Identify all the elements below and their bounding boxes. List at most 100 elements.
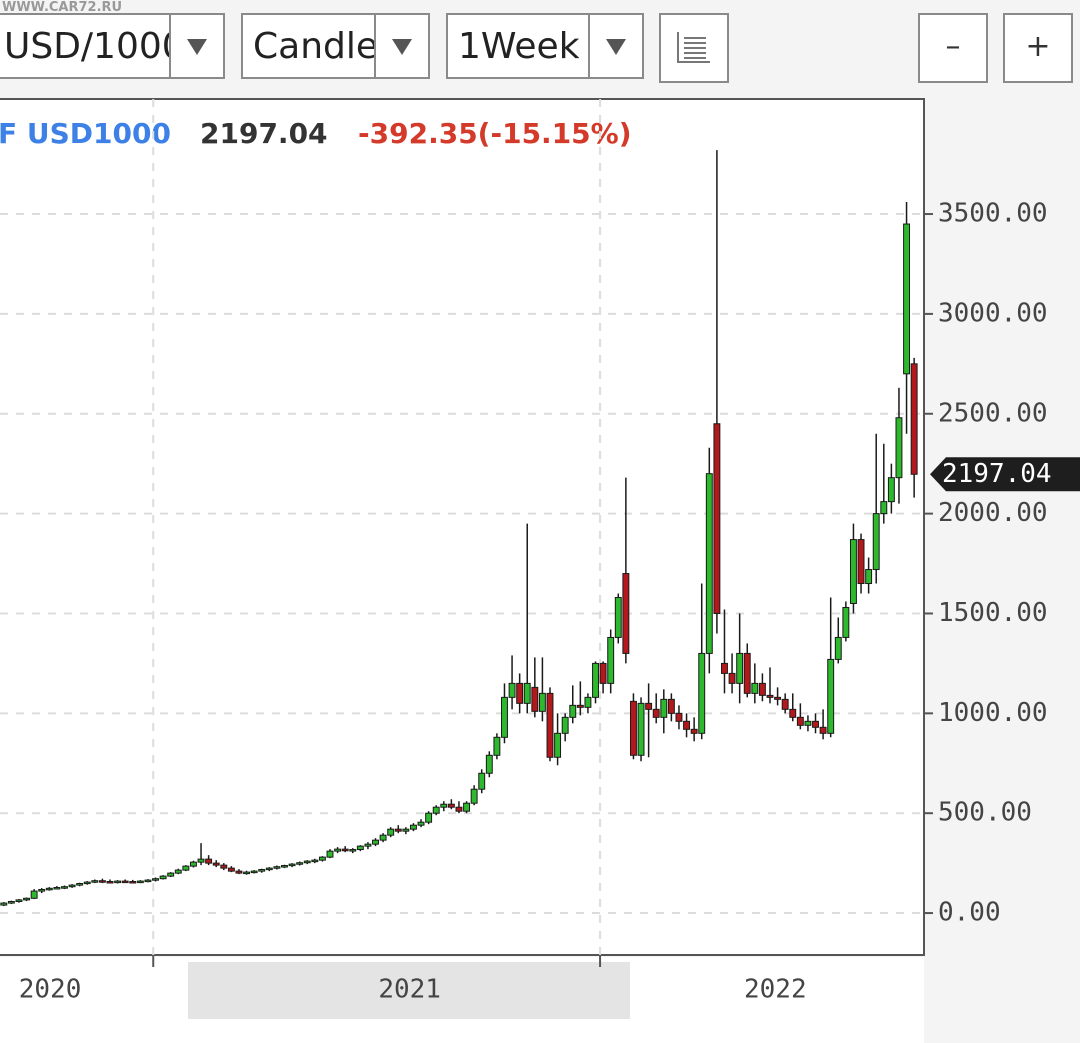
candle-body [288,863,296,867]
candle-body [455,806,463,812]
chart-type-label: Candle [253,26,379,67]
candle-body [212,862,220,866]
candle-body [326,850,334,858]
candle-body [516,682,524,704]
price-tag [930,457,1080,492]
candle-body [91,880,99,883]
dropdown-arrow[interactable] [169,15,223,77]
candle-body [743,652,751,694]
candle-body [478,772,486,790]
candle-body [463,802,471,812]
candle-body [592,662,599,698]
y-tick-label: 500.00 [938,798,1032,828]
header-change: -392.35(-15.15%) [358,117,632,150]
candle-body [281,865,288,868]
candle-body [432,806,440,814]
candle-body [857,539,865,585]
candle-body [637,702,645,756]
y-tick-label: 2000.00 [938,498,1048,528]
candle-body [903,223,911,375]
candle-body [379,834,387,841]
candle-body [812,720,819,728]
candle-body [827,658,835,734]
candle-body [819,726,827,734]
chart-type-select[interactable]: Candle [241,13,430,79]
candle-body [220,864,228,869]
candle-body [205,858,213,864]
candle-body [114,880,122,884]
candle-body [561,716,569,734]
candle-body [83,881,91,885]
interval-label: 1Week [458,26,580,67]
candle-body [576,704,584,708]
symbol-select[interactable]: USD/1000 [0,13,225,79]
symbol-label: USD/1000 [4,26,185,67]
candle-body [880,501,888,515]
candle-body [895,417,903,479]
candle-body [607,636,615,684]
candle-body [349,849,357,852]
candle-body [683,720,691,730]
watermark: WWW.CAR72.RU [2,0,123,15]
candle-body [728,672,736,684]
y-tick-label: 2500.00 [938,398,1048,428]
candle-body [129,881,137,884]
candle-body [789,708,797,718]
candle-body [584,696,592,708]
candle-body [197,858,205,863]
grid [0,99,924,955]
candle-body [531,686,539,712]
x-axis-highlight [188,962,630,1019]
candle-body [394,828,402,832]
interval-select[interactable]: 1Week [446,13,644,79]
candle-body [402,828,410,832]
dropdown-arrow[interactable] [588,15,642,77]
candle-body [834,636,842,660]
y-tick-label: 1500.00 [938,598,1048,628]
candle-body [364,843,372,847]
candle-body [38,888,46,892]
candle-body [713,423,721,614]
candle-body [159,875,167,880]
candle-body [781,698,789,710]
candle-body [501,696,508,738]
candle-body [144,879,152,883]
candle-body [523,682,531,704]
dropdown-arrow[interactable] [374,15,428,77]
candle-body [15,899,23,902]
plot-area [0,98,925,956]
candle-body [106,881,114,884]
header-symbol: F USD1000 [0,117,171,150]
candle-body [167,872,175,877]
candle-body [417,821,425,826]
candle-body [766,694,774,698]
candle-body [705,473,713,654]
candle-body [311,859,319,863]
price-tag-label: 2197.04 [942,459,1052,489]
candle-body [61,886,68,889]
candle-body [45,887,53,891]
candle-body [334,848,342,852]
candle-body [774,696,782,700]
candle-body [318,856,326,861]
candle-body [569,704,577,718]
candle-body [493,736,501,756]
candle-body [872,513,880,571]
candle-body [243,871,251,875]
candles [0,150,918,907]
candle-body [796,716,804,726]
candle-body [250,870,258,874]
candle-body [758,682,766,696]
zoom-in-button[interactable]: + [1003,13,1073,83]
candle-body [470,788,478,804]
candle-body [296,862,304,865]
x-tick-label: 2022 [744,975,807,1005]
zoom-out-button[interactable]: – [918,13,988,83]
candle-body [76,883,84,886]
candle-body [447,803,455,808]
candle-body [440,803,448,808]
candle-body [265,867,273,871]
indicators-button[interactable] [659,13,729,83]
